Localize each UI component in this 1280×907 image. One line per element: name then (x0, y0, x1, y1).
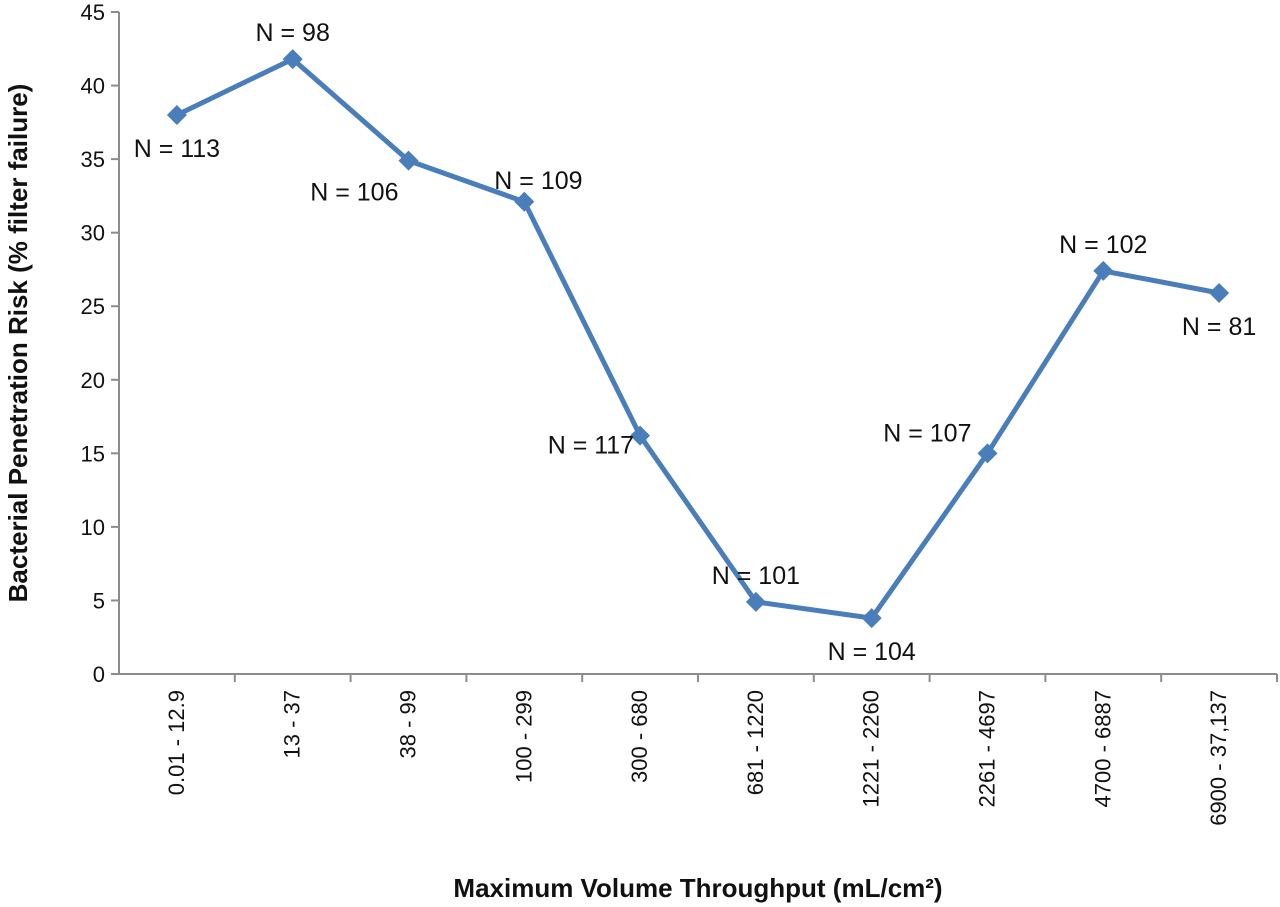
x-tick-label: 681 - 1220 (743, 690, 768, 795)
y-tick-label: 10 (81, 515, 105, 540)
data-label: N = 104 (828, 638, 916, 666)
data-label: N = 107 (883, 419, 971, 447)
data-label: N = 109 (494, 167, 582, 195)
y-tick-label: 5 (93, 588, 105, 613)
x-tick-label: 1221 - 2260 (859, 690, 884, 807)
y-tick-label: 25 (81, 294, 105, 319)
y-axis-ticks: 0 5 10 15 20 25 30 35 40 45 (81, 0, 119, 687)
data-point-marker (398, 150, 419, 171)
data-label: N = 117 (548, 432, 634, 460)
y-tick-label: 30 (81, 221, 105, 246)
plot-area: 0 5 10 15 20 25 30 35 40 45 0.01 - 12.9 13 - 37 38 … (81, 0, 1278, 826)
y-tick-label: 20 (81, 368, 105, 393)
series-line (175, 56, 1220, 621)
data-point-marker (861, 608, 882, 629)
y-tick-label: 40 (81, 74, 105, 99)
x-axis-ticks: 0.01 - 12.9 13 - 37 38 - 99 100 - 299 300 - … (164, 674, 1278, 826)
x-tick-label: 0.01 - 12.9 (164, 690, 189, 795)
data-labels: N = 113 N = 98 N = 106 N = 109 N = 117 N = 10… (134, 19, 1257, 666)
x-tick-label: 38 - 99 (396, 690, 421, 759)
x-tick-label: 13 - 37 (280, 690, 305, 759)
data-label: N = 106 (310, 179, 398, 207)
data-label: N = 102 (1059, 231, 1147, 259)
data-point-marker (1093, 260, 1114, 281)
data-series (166, 49, 1230, 629)
data-point-marker (977, 443, 998, 464)
x-tick-label: 2261 - 4697 (975, 690, 1000, 807)
y-tick-label: 45 (81, 0, 105, 25)
data-label: N = 98 (256, 19, 330, 47)
data-label: N = 81 (1182, 313, 1256, 341)
x-axis-title: Maximum Volume Throughput (mL/cm²) (453, 873, 942, 903)
data-label: N = 113 (134, 135, 220, 163)
data-point-marker (514, 191, 535, 212)
data-point-marker (166, 104, 187, 125)
x-tick-label: 6900 - 37,137 (1206, 690, 1231, 826)
data-label: N = 101 (712, 562, 800, 590)
y-tick-label: 35 (81, 147, 105, 172)
y-tick-label: 0 (93, 662, 105, 687)
y-axis-title: Bacterial Penetration Risk (% filter fai… (3, 84, 33, 603)
data-point-marker (1209, 282, 1230, 303)
x-tick-label: 100 - 299 (511, 690, 536, 783)
data-point-marker (745, 591, 766, 612)
x-tick-label: 300 - 680 (627, 690, 652, 783)
data-point-marker (282, 49, 303, 70)
x-tick-label: 4700 - 6887 (1090, 690, 1115, 807)
y-tick-label: 15 (81, 441, 105, 466)
data-point-marker (630, 425, 651, 446)
